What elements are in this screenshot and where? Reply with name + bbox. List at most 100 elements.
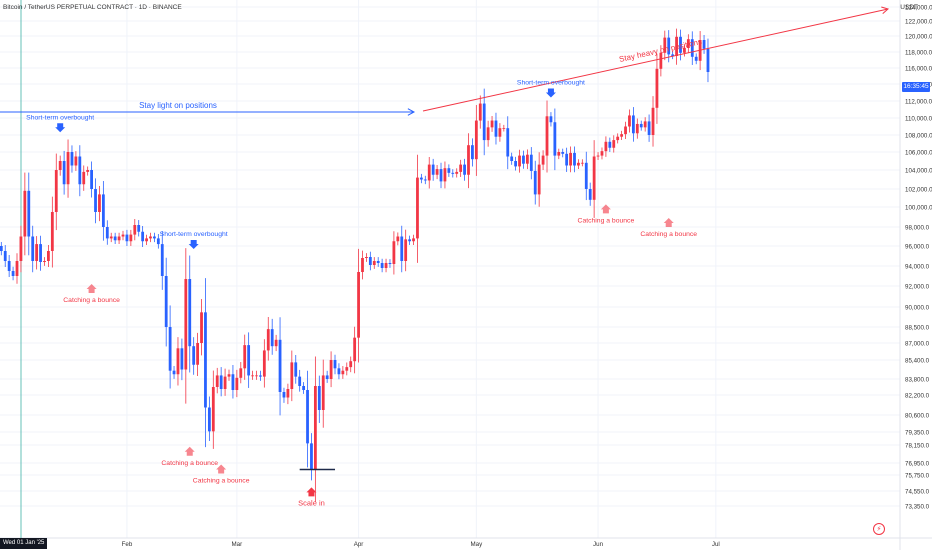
bounce-label: Catching a bounce bbox=[193, 478, 250, 485]
candle-body bbox=[317, 386, 321, 410]
candle-body bbox=[702, 40, 706, 49]
candle-body bbox=[408, 239, 412, 242]
current-price-tag: 16:35:45 bbox=[902, 82, 930, 92]
candle-body bbox=[172, 370, 176, 375]
time-tick-label: Jul bbox=[712, 541, 720, 548]
candle-body bbox=[525, 154, 529, 164]
candle-body bbox=[455, 171, 459, 174]
price-tick-label: 96,000.0 bbox=[905, 243, 930, 250]
overbought-marker bbox=[188, 240, 199, 249]
overbought-marker bbox=[55, 123, 66, 133]
candle-body bbox=[588, 189, 592, 200]
candle-body bbox=[278, 339, 282, 392]
price-tick-label: 108,000.0 bbox=[905, 132, 932, 139]
price-tick-label: 98,000.0 bbox=[905, 224, 930, 231]
candle-body bbox=[105, 227, 109, 239]
price-tick-label: 112,000.0 bbox=[905, 98, 932, 105]
candle-body bbox=[361, 258, 364, 272]
candle-body bbox=[537, 164, 541, 195]
candle-body bbox=[506, 128, 510, 157]
candle-body bbox=[596, 155, 600, 157]
time-tick-label: Apr bbox=[354, 541, 364, 548]
candle-body bbox=[557, 152, 561, 156]
stay-light-label: Stay light on positions bbox=[139, 101, 217, 110]
candle-body bbox=[518, 155, 521, 167]
candle-body bbox=[612, 140, 616, 148]
price-tick-label: 82,200.0 bbox=[905, 392, 930, 399]
candle-body bbox=[412, 238, 415, 242]
candle-body bbox=[427, 164, 431, 181]
candle-body bbox=[443, 168, 447, 182]
candle-body bbox=[66, 152, 70, 185]
candle-body bbox=[502, 128, 506, 129]
bounce-marker bbox=[600, 204, 611, 214]
candle-body bbox=[498, 128, 502, 137]
price-tick-label: 116,000.0 bbox=[905, 65, 932, 72]
candle-body bbox=[577, 162, 580, 166]
candle-body bbox=[459, 164, 463, 172]
price-tick-label: 90,000.0 bbox=[905, 304, 930, 311]
price-tick-label: 100,000.0 bbox=[905, 204, 932, 211]
candle-body bbox=[439, 169, 443, 182]
crosshair-date-tag: Wed 01 Jan '25 bbox=[0, 538, 48, 549]
candle-body bbox=[121, 234, 125, 237]
bounce-marker bbox=[663, 218, 674, 227]
candle-body bbox=[270, 329, 274, 347]
candle-body bbox=[655, 68, 659, 108]
overbought-label: Short-term overbought bbox=[160, 231, 228, 238]
bounce-label: Catching a bounce bbox=[640, 231, 697, 238]
candle-body bbox=[160, 244, 164, 276]
candle-body bbox=[129, 234, 133, 242]
candle-body bbox=[137, 225, 141, 232]
candle-body bbox=[109, 236, 113, 239]
candle-body bbox=[310, 443, 313, 470]
candle-body bbox=[667, 37, 671, 55]
candle-body bbox=[141, 231, 145, 242]
candle-body bbox=[679, 36, 682, 53]
candle-body bbox=[255, 375, 258, 377]
alarm-icon[interactable]: ⚡ bbox=[873, 523, 885, 535]
candle-body bbox=[522, 155, 525, 164]
stay-heavy-arrow-head bbox=[881, 6, 890, 14]
candle-body bbox=[659, 52, 663, 69]
candle-body bbox=[349, 361, 353, 368]
candle-body bbox=[27, 190, 31, 237]
candle-body bbox=[478, 103, 482, 121]
candle-body bbox=[90, 170, 93, 189]
candle-body bbox=[435, 169, 439, 175]
candle-body bbox=[569, 152, 572, 166]
candle-body bbox=[325, 375, 329, 379]
candle-body bbox=[239, 368, 243, 378]
candle-body bbox=[376, 261, 380, 263]
candle-body bbox=[565, 153, 569, 166]
time-tick-label: May bbox=[470, 541, 483, 548]
candle-body bbox=[616, 136, 620, 141]
scale-in-label: Scale in bbox=[298, 498, 325, 507]
candle-body bbox=[545, 116, 549, 156]
overbought-label: Short-term overbought bbox=[26, 114, 94, 121]
candle-body bbox=[353, 337, 357, 362]
candle-body bbox=[321, 375, 325, 410]
price-tick-label: 102,000.0 bbox=[905, 186, 932, 193]
candle-body bbox=[628, 115, 631, 127]
candle-body bbox=[101, 194, 105, 227]
candle-body bbox=[392, 241, 396, 264]
candle-body bbox=[624, 126, 627, 135]
price-tick-label: 79,350.0 bbox=[905, 429, 930, 436]
candle-body bbox=[302, 386, 306, 390]
candle-body bbox=[223, 376, 227, 389]
candle-body bbox=[553, 122, 557, 156]
candle-body bbox=[266, 329, 270, 351]
candle-body bbox=[337, 368, 341, 375]
bounce-marker bbox=[86, 284, 97, 293]
candle-body bbox=[683, 48, 686, 53]
candle-body bbox=[333, 360, 337, 369]
time-tick-label: Feb bbox=[122, 541, 133, 548]
candle-body bbox=[663, 37, 667, 53]
candle-body bbox=[514, 161, 518, 167]
candle-body bbox=[474, 120, 478, 160]
price-tick-label: 110,000.0 bbox=[905, 115, 932, 122]
time-tick-label: Jun bbox=[593, 541, 604, 548]
price-tick-label: 104,000.0 bbox=[905, 167, 932, 174]
